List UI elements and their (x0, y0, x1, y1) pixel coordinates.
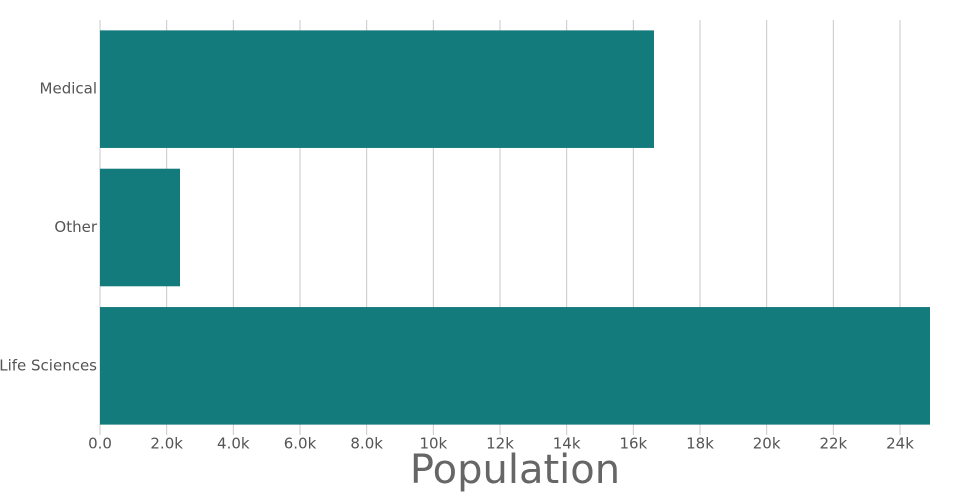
x-tick-label: 10k (419, 435, 447, 453)
x-tick-label: 18k (686, 435, 714, 453)
y-tick-label: Life Sciences (0, 356, 97, 374)
x-tick-label: 12k (486, 435, 514, 453)
x-tick-label: 14k (553, 435, 581, 453)
x-tick-label: 22k (819, 435, 847, 453)
x-axis-title: Population (410, 447, 620, 493)
x-tick-label: 16k (619, 435, 647, 453)
bar (100, 30, 654, 148)
x-tick-label: 2.0k (150, 435, 183, 453)
bar (100, 168, 180, 287)
x-tick-label: 0.0 (88, 435, 112, 453)
y-tick-label: Medical (40, 80, 97, 98)
y-tick-label: Other (54, 218, 97, 236)
x-tick-label: 24k (886, 435, 914, 453)
x-tick-label: 6.0k (284, 435, 317, 453)
bars (100, 30, 930, 425)
x-tick-label: 8.0k (350, 435, 383, 453)
x-tick-label: 20k (753, 435, 781, 453)
bar (100, 307, 930, 425)
labels: 0.0 2.0k 4.0k 6.0k 8.0k 10k 12k 14k 16k 18k 20k 22k… (0, 80, 914, 453)
x-tick-label: 4.0k (217, 435, 250, 453)
